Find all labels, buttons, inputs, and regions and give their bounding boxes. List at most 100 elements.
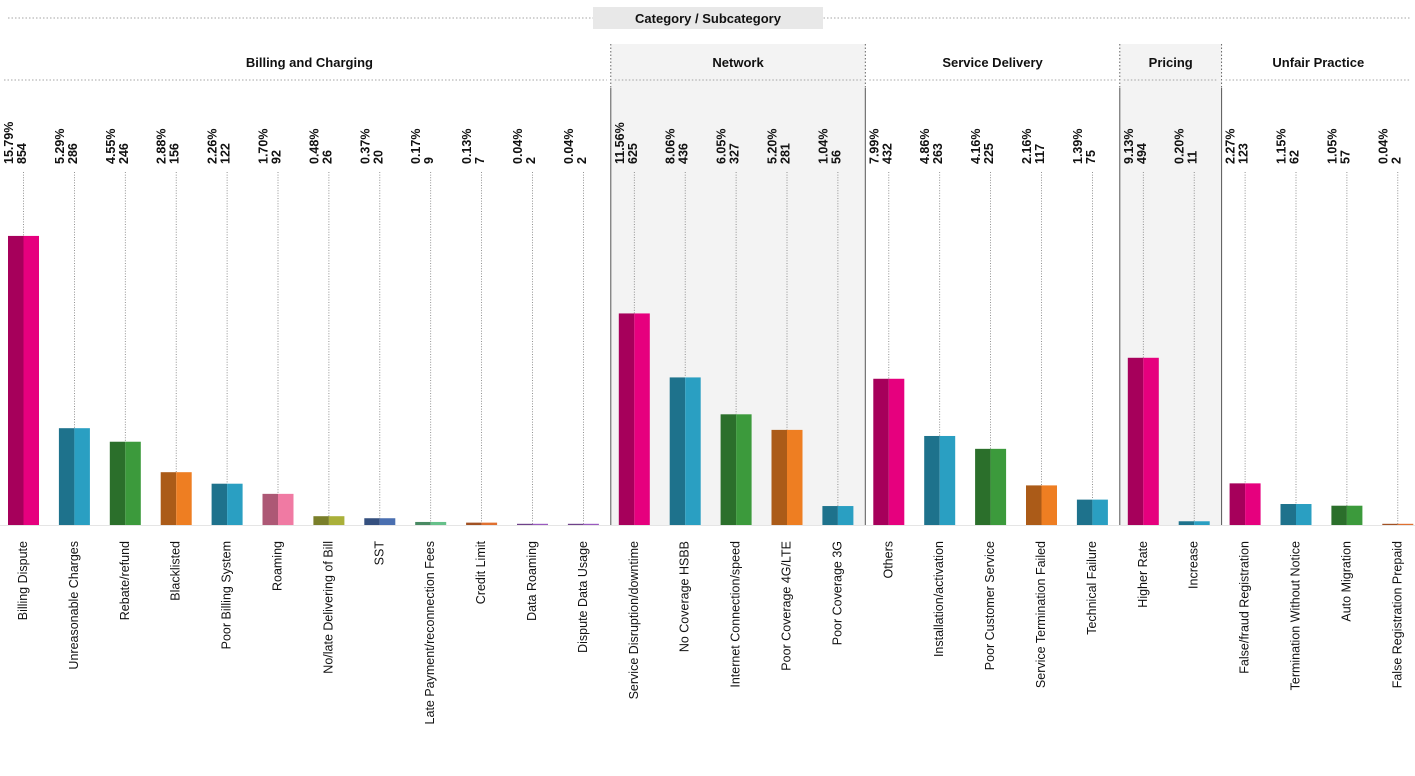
bar-13 xyxy=(669,377,701,525)
bar-light-25 xyxy=(1296,504,1312,525)
count-label-27: 2 xyxy=(1389,157,1403,164)
count-label-2: 246 xyxy=(117,143,131,164)
bar-light-0 xyxy=(23,235,39,525)
bar-8 xyxy=(415,521,447,525)
bar-11 xyxy=(567,523,599,525)
pct-label-13: 8.06% xyxy=(664,129,678,164)
chart-title: Category / Subcategory xyxy=(635,11,782,26)
pct-label-1: 5.29% xyxy=(53,129,67,164)
bar-dark-10 xyxy=(517,523,533,525)
count-label-15: 281 xyxy=(779,143,793,164)
category-label-4: Poor Billing System xyxy=(220,541,234,649)
bar-light-10 xyxy=(532,523,548,525)
bar-10 xyxy=(517,523,548,525)
bar-dark-24 xyxy=(1229,483,1246,525)
bar-20 xyxy=(1026,485,1057,525)
chart-title-background xyxy=(593,7,823,29)
bar-light-20 xyxy=(1041,485,1057,525)
bar-5 xyxy=(262,493,294,525)
category-label-1: Unreasonable Charges xyxy=(67,541,81,670)
group-header-0: Billing and Charging xyxy=(246,55,373,70)
bar-7 xyxy=(364,518,396,525)
bar-light-8 xyxy=(430,521,447,525)
pct-label-9: 0.13% xyxy=(460,129,474,164)
bar-dark-12 xyxy=(618,313,635,525)
count-label-18: 263 xyxy=(931,143,945,164)
bar-25 xyxy=(1280,504,1312,525)
bar-0 xyxy=(8,235,39,525)
count-label-19: 225 xyxy=(982,143,996,164)
bar-6 xyxy=(313,516,345,525)
bar-light-21 xyxy=(1092,499,1108,525)
count-label-3: 156 xyxy=(168,143,182,164)
bar-23 xyxy=(1178,521,1210,525)
count-label-5: 92 xyxy=(270,150,284,164)
pct-label-3: 2.88% xyxy=(155,129,169,164)
bar-24 xyxy=(1229,483,1261,525)
bar-light-17 xyxy=(888,378,905,525)
category-label-2: Rebate/refund xyxy=(118,541,132,620)
bar-light-7 xyxy=(379,518,396,525)
category-label-9: Credit Limit xyxy=(474,540,488,604)
bar-15 xyxy=(771,429,803,525)
count-label-13: 436 xyxy=(677,143,691,164)
category-label-25: Termination Without Notice xyxy=(1289,541,1303,690)
pct-label-19: 4.16% xyxy=(969,129,983,164)
bar-19 xyxy=(975,448,1007,525)
bar-14 xyxy=(720,414,752,525)
count-label-1: 286 xyxy=(66,143,80,164)
count-label-9: 7 xyxy=(473,157,487,164)
pct-label-25: 1.15% xyxy=(1275,129,1289,164)
bar-dark-7 xyxy=(364,518,380,525)
bar-light-23 xyxy=(1194,521,1210,525)
pct-label-2: 4.55% xyxy=(104,129,118,164)
group-header-3: Pricing xyxy=(1149,55,1193,70)
category-label-10: Data Roaming xyxy=(525,541,539,621)
pct-label-10: 0.04% xyxy=(511,129,525,164)
pct-label-14: 6.05% xyxy=(715,129,729,164)
bar-dark-3 xyxy=(160,472,177,525)
group-header-2: Service Delivery xyxy=(942,55,1043,70)
bar-light-16 xyxy=(837,506,854,525)
bar-light-12 xyxy=(634,313,650,525)
count-label-10: 2 xyxy=(524,157,538,164)
category-label-17: Others xyxy=(881,541,895,579)
category-label-3: Blacklisted xyxy=(169,541,183,601)
pct-label-11: 0.04% xyxy=(562,129,576,164)
category-label-15: Poor Coverage 4G/LTE xyxy=(780,541,794,671)
group-header-1: Network xyxy=(712,55,764,70)
pct-label-22: 9.13% xyxy=(1122,129,1136,164)
bar-light-3 xyxy=(176,472,192,525)
bar-dark-8 xyxy=(415,521,431,525)
category-label-12: Service Disruption/downtime xyxy=(627,541,641,699)
category-label-27: False Registration Prepaid xyxy=(1390,541,1404,688)
bar-light-6 xyxy=(328,516,345,525)
count-label-16: 56 xyxy=(829,150,843,164)
bar-dark-13 xyxy=(669,377,686,525)
count-label-25: 62 xyxy=(1288,150,1302,164)
bar-dark-22 xyxy=(1127,357,1144,525)
bar-3 xyxy=(160,472,192,525)
bar-light-9 xyxy=(481,522,498,525)
count-label-24: 123 xyxy=(1237,143,1251,164)
bar-dark-6 xyxy=(313,516,329,525)
category-label-22: Higher Rate xyxy=(1136,541,1150,608)
chart-title-box: Category / Subcategory xyxy=(593,7,823,29)
bar-dark-2 xyxy=(109,441,126,525)
pct-label-17: 7.99% xyxy=(867,129,881,164)
bar-light-22 xyxy=(1143,357,1159,525)
bar-dark-23 xyxy=(1178,521,1195,525)
bar-dark-0 xyxy=(8,235,24,525)
bar-light-13 xyxy=(685,377,701,525)
pct-label-8: 0.17% xyxy=(409,129,423,164)
category-labels: Billing Dispute Unreasonable Charges Rebat… xyxy=(16,540,1404,724)
count-label-12: 625 xyxy=(626,143,640,164)
bar-light-14 xyxy=(736,414,752,525)
category-label-11: Dispute Data Usage xyxy=(576,541,590,653)
count-label-22: 494 xyxy=(1135,143,1149,164)
bar-dark-9 xyxy=(466,522,482,525)
pct-label-5: 1.70% xyxy=(257,129,271,164)
bar-26 xyxy=(1331,505,1363,525)
bar-9 xyxy=(466,522,498,525)
count-label-17: 432 xyxy=(880,143,894,164)
